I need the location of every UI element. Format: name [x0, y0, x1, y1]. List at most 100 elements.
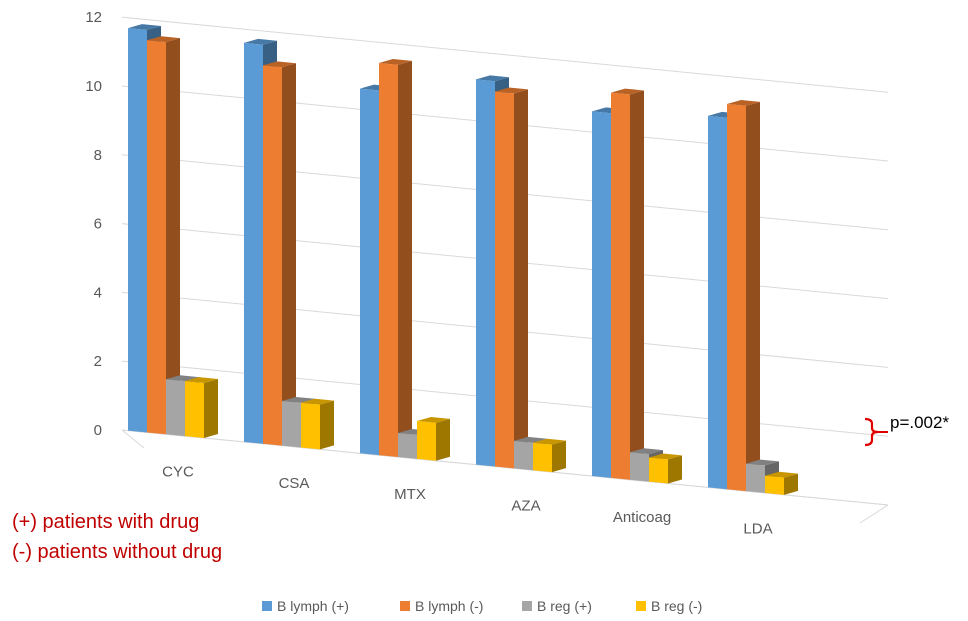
bar-front [360, 88, 379, 456]
bar [147, 36, 180, 435]
bar-front [611, 92, 630, 480]
legend-item: B reg (-) [636, 598, 702, 614]
bar-front [244, 42, 263, 444]
legend-item: B lymph (-) [400, 598, 483, 614]
bar-top [746, 459, 779, 466]
y-tick-label: 2 [94, 353, 102, 370]
bar-top [166, 375, 199, 382]
note-without-drug: (-) patients without drug [12, 541, 222, 563]
x-category-label: AZA [511, 498, 540, 515]
bar-top [379, 59, 412, 65]
gridline [121, 16, 889, 93]
bar-top [417, 417, 450, 423]
bar-top [244, 38, 277, 45]
bar-top [263, 61, 296, 68]
bar [727, 99, 760, 492]
bar-top [128, 24, 161, 30]
y-tick-label: 4 [94, 284, 102, 301]
bars [128, 24, 798, 495]
bar-side [282, 63, 296, 446]
legend-swatch [400, 601, 410, 611]
bar [533, 438, 566, 473]
bar-side [320, 400, 334, 450]
bar-top [495, 87, 528, 94]
y-tick-label: 12 [85, 9, 102, 26]
bar-top [147, 36, 180, 43]
note-with-drug: (+) patients with drug [12, 511, 199, 533]
bar-front [630, 452, 649, 482]
bar-side [668, 455, 682, 484]
y-tick-label: 6 [94, 216, 102, 233]
bar [417, 417, 450, 461]
bar-top [649, 453, 682, 460]
bar-side [746, 101, 760, 492]
bar-top [185, 377, 218, 383]
bar-top [514, 436, 547, 443]
bar-front [301, 402, 320, 450]
y-tick-label: 8 [94, 147, 102, 164]
bar-front [765, 475, 784, 495]
floor-edge [859, 504, 889, 524]
bar [765, 471, 798, 495]
bar-front [379, 63, 398, 458]
bar-top [611, 88, 644, 95]
bar [301, 398, 334, 450]
x-axis-categories: CYC CSA MTX AZA Anticoag LDA [162, 464, 772, 538]
y-tick-label: 10 [85, 78, 102, 95]
legend-swatch [636, 601, 646, 611]
bar-side [514, 89, 528, 469]
bar-front [533, 442, 552, 473]
bar-side [166, 38, 180, 435]
legend-label: B lymph (+) [277, 598, 349, 614]
bar-front [708, 115, 727, 490]
bar-side [784, 473, 798, 495]
bar [263, 61, 296, 446]
legend: B lymph (+) B lymph (-) B reg (+) B reg (-) [262, 598, 702, 614]
legend-item: B reg (+) [522, 598, 592, 614]
bar-front [263, 65, 282, 446]
p-value-annotation: p=.002* [890, 413, 949, 432]
legend-label: B reg (+) [537, 598, 592, 614]
bar-front [746, 463, 765, 493]
bar-front [282, 400, 301, 448]
legend-label: B reg (-) [651, 598, 702, 614]
bar-front [166, 379, 185, 437]
bar-side [436, 418, 450, 461]
bar [379, 59, 412, 458]
bar-top [533, 438, 566, 445]
bar [649, 453, 682, 484]
bar-front [727, 103, 746, 492]
bar-side [552, 440, 566, 473]
x-category-label: LDA [743, 520, 772, 537]
bar-side [204, 378, 218, 439]
annotations: p=.002* (+) patients with drug (-) patie… [12, 413, 949, 563]
x-category-label: CYC [162, 464, 194, 481]
bar-top [765, 471, 798, 478]
bar-front [592, 111, 611, 478]
bar-side [630, 90, 644, 480]
x-category-label: MTX [394, 486, 426, 503]
bar-top [630, 448, 663, 455]
bar-front [514, 440, 533, 471]
bar-front [147, 40, 166, 435]
bar-top [282, 396, 315, 403]
legend-swatch [522, 601, 532, 611]
y-tick-label: 0 [94, 422, 102, 439]
bar-front [128, 28, 147, 433]
bar-front [476, 79, 495, 467]
bar-front [495, 91, 514, 469]
floor-edge [121, 429, 145, 449]
bar-side [398, 60, 412, 458]
bar-top [476, 75, 509, 82]
legend-swatch [262, 601, 272, 611]
bar [495, 87, 528, 469]
legend-label: B lymph (-) [415, 598, 483, 614]
bar-front [649, 457, 668, 484]
bar-top [727, 99, 760, 106]
y-axis-ticks: 0 2 4 6 8 10 12 [85, 9, 102, 439]
x-category-label: CSA [279, 475, 310, 492]
floor-edge [121, 429, 889, 506]
bar [611, 88, 644, 480]
